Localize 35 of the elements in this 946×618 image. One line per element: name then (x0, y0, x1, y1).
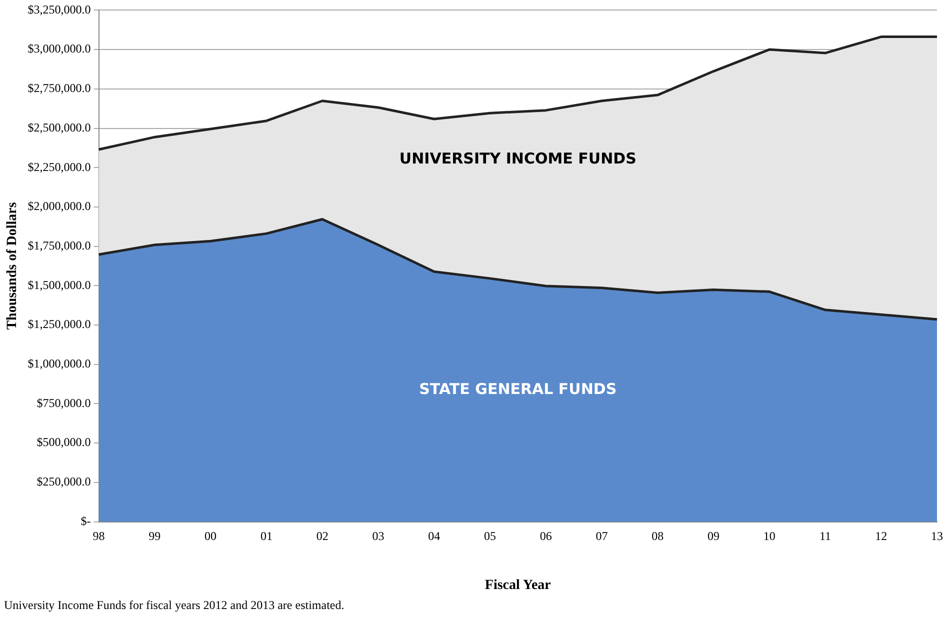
y-tick-label: $3,250,000.0 (28, 2, 91, 16)
y-tick-label: $1,250,000.0 (28, 317, 91, 332)
y-tick-label: $3,000,000.0 (28, 42, 91, 56)
y-tick-label: $750,000.0 (36, 396, 91, 410)
series-label: STATE GENERAL FUNDS (419, 380, 617, 398)
x-tick-label: 04 (428, 529, 440, 544)
text: University Income Funds for fiscal years 2012 and 2013 are estimated. (4, 598, 344, 613)
x-tick-label: 12 (875, 529, 888, 544)
x-tick-label: 98 (92, 529, 105, 544)
y-tick-label: $1,000,000.0 (28, 356, 91, 371)
x-tick-label: 09 (707, 529, 720, 544)
x-tick-label: 02 (316, 529, 328, 544)
y-axis-title: Thousands of Dollars (5, 202, 20, 330)
y-tick-label: $250,000.0 (36, 474, 91, 489)
x-tick-label: 13 (931, 529, 943, 544)
x-tick-label: 05 (484, 529, 496, 544)
y-tick-label: $- (80, 514, 91, 528)
y-tick-label: $500,000.0 (36, 435, 91, 450)
y-tick-label: $2,000,000.0 (28, 199, 91, 214)
x-axis-title: Fiscal Year (484, 578, 551, 594)
y-tick-label: $2,500,000.0 (28, 120, 91, 134)
x-tick-label: 11 (819, 529, 832, 544)
y-tick-label: $1,500,000.0 (28, 278, 91, 292)
y-tick-label: $2,250,000.0 (28, 160, 91, 174)
x-tick-label: 01 (260, 529, 272, 544)
x-tick-label: 00 (204, 529, 217, 544)
x-tick-label: 10 (763, 529, 776, 544)
y-tick-label: $1,750,000.0 (28, 238, 91, 252)
x-tick-label: 06 (540, 529, 552, 544)
series-label: UNIVERSITY INCOME FUNDS (399, 149, 636, 168)
x-tick-label: 03 (372, 529, 384, 544)
x-tick-label: 99 (148, 529, 161, 544)
x-tick-label: 07 (596, 529, 608, 544)
y-tick-label: $2,750,000.0 (28, 81, 91, 96)
x-tick-label: 08 (652, 529, 664, 544)
